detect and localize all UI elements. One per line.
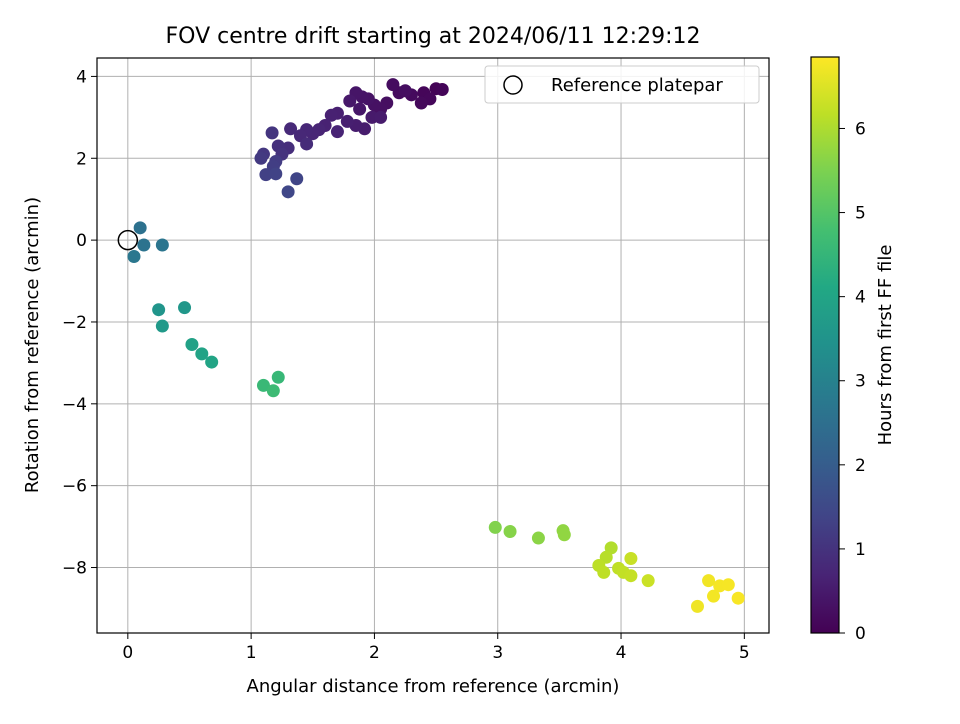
data-point — [690, 599, 704, 613]
data-point — [185, 337, 199, 351]
y-tick-label: −8 — [62, 559, 87, 579]
data-point — [155, 319, 169, 333]
colorbar-tick-label: 1 — [855, 540, 866, 560]
x-tick-label: 5 — [739, 643, 750, 663]
data-point — [702, 574, 716, 588]
data-point — [641, 574, 655, 588]
y-tick-label: 4 — [76, 67, 87, 87]
y-axis-ticks: 4 2 0 −2 −4 −6 −8 — [62, 67, 97, 579]
data-points — [127, 78, 745, 613]
colorbar-ticks: 0 1 2 3 4 5 6 — [839, 119, 866, 644]
data-point — [624, 569, 638, 583]
colorbar-tick-label: 6 — [855, 119, 866, 139]
data-point — [259, 168, 273, 182]
data-point — [597, 565, 611, 579]
reference-layer — [117, 229, 139, 251]
data-point — [271, 370, 285, 384]
y-tick-label: −2 — [62, 313, 87, 333]
y-tick-label: 2 — [76, 149, 87, 169]
x-tick-label: 2 — [369, 643, 380, 663]
data-point — [137, 238, 151, 252]
data-point — [386, 78, 400, 92]
legend-label-reference: Reference platepar — [551, 75, 723, 96]
colorbar-tick-label: 0 — [855, 624, 866, 644]
data-point — [205, 355, 219, 369]
reference-point-marker — [117, 229, 139, 251]
legend-marker-reference — [503, 75, 523, 95]
data-point — [178, 301, 192, 315]
data-point — [488, 520, 502, 534]
legend: Reference platepar — [484, 65, 760, 104]
colorbar-tick-label: 2 — [855, 456, 866, 476]
grid-lines — [97, 58, 769, 633]
data-point — [435, 83, 449, 97]
data-point — [265, 126, 279, 140]
x-tick-label: 3 — [492, 643, 503, 663]
x-tick-label: 0 — [122, 643, 133, 663]
data-point — [398, 84, 412, 98]
colorbar-tick-label: 5 — [855, 204, 866, 224]
colorbar — [810, 56, 840, 634]
data-point — [284, 122, 298, 136]
y-tick-label: 0 — [76, 231, 87, 251]
data-point — [531, 531, 545, 545]
data-point — [155, 238, 169, 252]
data-point — [624, 552, 638, 566]
data-point — [324, 108, 338, 122]
data-point — [557, 528, 571, 542]
data-point — [127, 249, 141, 263]
data-point — [254, 151, 268, 165]
data-point — [340, 114, 354, 128]
data-point — [152, 303, 166, 317]
data-point — [374, 110, 388, 124]
data-point — [133, 221, 147, 235]
data-point — [269, 167, 283, 181]
colorbar-tick-label: 4 — [855, 288, 866, 308]
data-point — [503, 525, 517, 539]
data-point — [256, 378, 270, 392]
data-point — [353, 102, 367, 116]
y-axis-label: Rotation from reference (arcmin) — [22, 197, 43, 493]
data-point — [330, 125, 344, 139]
data-point — [721, 578, 735, 592]
data-point — [343, 94, 357, 108]
legend-box — [484, 65, 760, 104]
chart-title: FOV centre drift starting at 2024/06/11 … — [166, 24, 701, 49]
x-axis-label: Angular distance from reference (arcmin) — [247, 676, 620, 697]
y-tick-label: −4 — [62, 395, 87, 415]
x-tick-label: 1 — [246, 643, 257, 663]
colorbar-label: Hours from first FF file — [875, 245, 896, 446]
data-point — [290, 172, 304, 186]
colorbar-tick-label: 3 — [855, 372, 866, 392]
data-point — [281, 185, 295, 199]
data-point — [707, 589, 721, 603]
plot-frame — [96, 57, 770, 634]
data-point — [414, 96, 428, 110]
data-point — [195, 347, 209, 361]
data-point — [731, 591, 745, 605]
data-point — [266, 384, 280, 398]
y-tick-label: −6 — [62, 477, 87, 497]
data-point — [300, 137, 314, 151]
x-axis-ticks: 0 1 2 3 4 5 — [122, 633, 750, 663]
x-tick-label: 4 — [616, 643, 627, 663]
